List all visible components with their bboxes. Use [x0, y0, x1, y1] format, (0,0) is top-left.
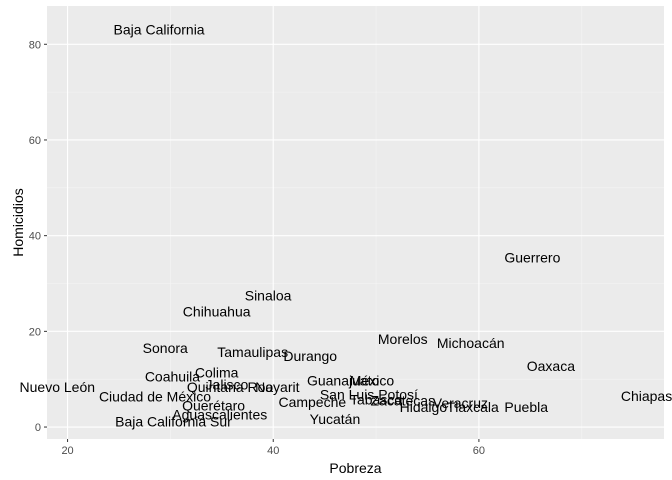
data-point-label: Puebla: [504, 399, 548, 415]
data-point-label: Coahuila: [145, 368, 200, 384]
data-point-label: Tabasco: [350, 391, 402, 407]
y-tick-label: 40: [29, 231, 41, 243]
data-point-label: San Luis Potosí: [320, 387, 418, 403]
data-point-label: Baja California Sur: [115, 413, 232, 429]
minor-gridlines: [47, 6, 664, 439]
x-axis-title: Pobreza: [329, 460, 381, 476]
data-point-label: Querétaro: [182, 398, 245, 414]
x-axis-ticks: 20 40 60: [61, 439, 485, 457]
plot-panel: [47, 6, 664, 439]
y-axis-ticks: 0 20 40 60 80: [29, 39, 47, 434]
data-point-label: Sinaloa: [245, 287, 292, 303]
data-point-label: Nuevo León: [20, 379, 96, 395]
data-point-label: Zacatecas: [371, 393, 436, 409]
data-point-label: Ciudad de México: [99, 388, 211, 404]
data-point-label: Oaxaca: [527, 358, 575, 374]
data-point-label: Michoacán: [437, 335, 505, 351]
data-point-label: Chiapas: [621, 388, 672, 404]
data-point-label: Hidalgo: [400, 399, 448, 415]
x-tick-label: 20: [61, 445, 73, 457]
data-point-label: Colima: [195, 364, 239, 380]
data-point-label: Sonora: [143, 340, 188, 356]
x-tick-label: 60: [473, 445, 485, 457]
data-point-label: Durango: [283, 348, 337, 364]
data-point-label: México: [350, 373, 395, 389]
y-tick-label: 60: [29, 135, 41, 147]
y-tick-label: 0: [35, 422, 41, 434]
data-point-label: Guanajuato: [307, 373, 380, 389]
data-point-label: Baja California: [114, 21, 205, 37]
data-point-label: Quintana Roo: [187, 379, 274, 395]
data-point-label: Tlaxcala: [447, 399, 499, 415]
data-point-label: Campeche: [278, 394, 346, 410]
data-point-label: Morelos: [378, 331, 428, 347]
data-point-label: Tamaulipas: [217, 344, 288, 360]
y-tick-label: 20: [29, 326, 41, 338]
y-tick-label: 80: [29, 39, 41, 51]
x-tick-label: 40: [267, 445, 279, 457]
data-point-label: Chihuahua: [183, 303, 251, 319]
data-point-label: Nayarit: [255, 379, 299, 395]
data-point-label: Veracruz: [433, 395, 488, 411]
data-point-label: Yucatán: [310, 411, 361, 427]
data-point-label: Jalisco: [206, 376, 249, 392]
data-point-label: Aguascalientes: [172, 407, 267, 423]
major-gridlines: [47, 6, 664, 439]
data-point-label: Guerrero: [504, 250, 560, 266]
y-axis-title: Homicidios: [10, 188, 26, 256]
